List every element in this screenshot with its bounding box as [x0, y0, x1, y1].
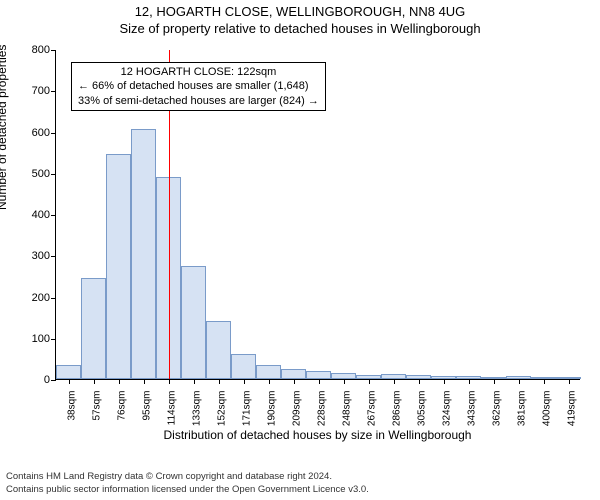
x-tick-mark — [194, 379, 195, 384]
x-tick-mark — [119, 379, 120, 384]
x-tick-label: 228sqm — [316, 391, 327, 427]
x-tick-mark — [444, 379, 445, 384]
histogram-bar — [181, 266, 206, 379]
x-tick-label: 57sqm — [91, 391, 102, 421]
x-tick-mark — [94, 379, 95, 384]
x-tick-label: 76sqm — [116, 391, 127, 421]
x-tick-label: 209sqm — [291, 391, 302, 427]
histogram-bar — [306, 371, 331, 379]
y-tick-mark — [51, 380, 56, 381]
x-tick-mark — [494, 379, 495, 384]
histogram-bar — [106, 154, 131, 379]
annotation-line3: 33% of semi-detached houses are larger (… — [78, 94, 319, 108]
x-tick-label: 95sqm — [141, 391, 152, 421]
y-tick-mark — [51, 174, 56, 175]
histogram-bar — [56, 365, 81, 379]
annotation-line1: 12 HOGARTH CLOSE: 122sqm — [78, 65, 319, 79]
x-tick-mark — [244, 379, 245, 384]
footer-line1: Contains HM Land Registry data © Crown c… — [6, 471, 369, 483]
x-tick-label: 248sqm — [341, 391, 352, 427]
x-tick-mark — [469, 379, 470, 384]
x-tick-label: 190sqm — [266, 391, 277, 427]
x-tick-mark — [344, 379, 345, 384]
footer-attribution: Contains HM Land Registry data © Crown c… — [6, 471, 369, 496]
x-tick-label: 381sqm — [516, 391, 527, 427]
page-subtitle: Size of property relative to detached ho… — [0, 19, 600, 40]
x-axis-label: Distribution of detached houses by size … — [55, 428, 580, 442]
x-tick-label: 38sqm — [66, 391, 77, 421]
y-tick-mark — [51, 215, 56, 216]
x-tick-mark — [294, 379, 295, 384]
chart-container: Number of detached properties 0100200300… — [0, 40, 600, 440]
y-tick-mark — [51, 133, 56, 134]
plot-area: 010020030040050060070080038sqm57sqm76sqm… — [55, 50, 580, 380]
x-tick-mark — [394, 379, 395, 384]
histogram-bar — [206, 321, 231, 379]
y-tick-mark — [51, 50, 56, 51]
x-tick-mark — [419, 379, 420, 384]
x-tick-label: 343sqm — [466, 391, 477, 427]
x-tick-mark — [169, 379, 170, 384]
page-title-address: 12, HOGARTH CLOSE, WELLINGBOROUGH, NN8 4… — [0, 0, 600, 19]
x-tick-mark — [319, 379, 320, 384]
x-tick-label: 171sqm — [241, 391, 252, 427]
x-tick-label: 267sqm — [366, 391, 377, 427]
x-tick-mark — [219, 379, 220, 384]
x-tick-label: 152sqm — [216, 391, 227, 427]
y-tick-mark — [51, 256, 56, 257]
annotation-line2: ← 66% of detached houses are smaller (1,… — [78, 79, 319, 93]
y-tick-mark — [51, 91, 56, 92]
x-tick-label: 419sqm — [566, 391, 577, 427]
histogram-bar — [281, 369, 306, 379]
x-tick-mark — [369, 379, 370, 384]
y-tick-mark — [51, 298, 56, 299]
histogram-bar — [256, 365, 281, 379]
y-tick-mark — [51, 339, 56, 340]
annotation-box: 12 HOGARTH CLOSE: 122sqm← 66% of detache… — [71, 62, 326, 111]
x-tick-mark — [269, 379, 270, 384]
x-tick-label: 362sqm — [491, 391, 502, 427]
y-axis-label: Number of detached properties — [0, 45, 9, 210]
x-tick-label: 114sqm — [166, 391, 177, 426]
histogram-bar — [131, 129, 156, 379]
x-tick-mark — [144, 379, 145, 384]
x-tick-label: 286sqm — [391, 391, 402, 427]
x-tick-label: 133sqm — [191, 391, 202, 427]
x-tick-label: 305sqm — [416, 391, 427, 427]
histogram-bar — [81, 278, 106, 379]
histogram-bar — [231, 354, 256, 379]
x-tick-mark — [519, 379, 520, 384]
footer-line2: Contains public sector information licen… — [6, 484, 369, 496]
x-tick-label: 324sqm — [441, 391, 452, 427]
x-tick-label: 400sqm — [541, 391, 552, 427]
x-tick-mark — [69, 379, 70, 384]
x-tick-mark — [569, 379, 570, 384]
x-tick-mark — [544, 379, 545, 384]
